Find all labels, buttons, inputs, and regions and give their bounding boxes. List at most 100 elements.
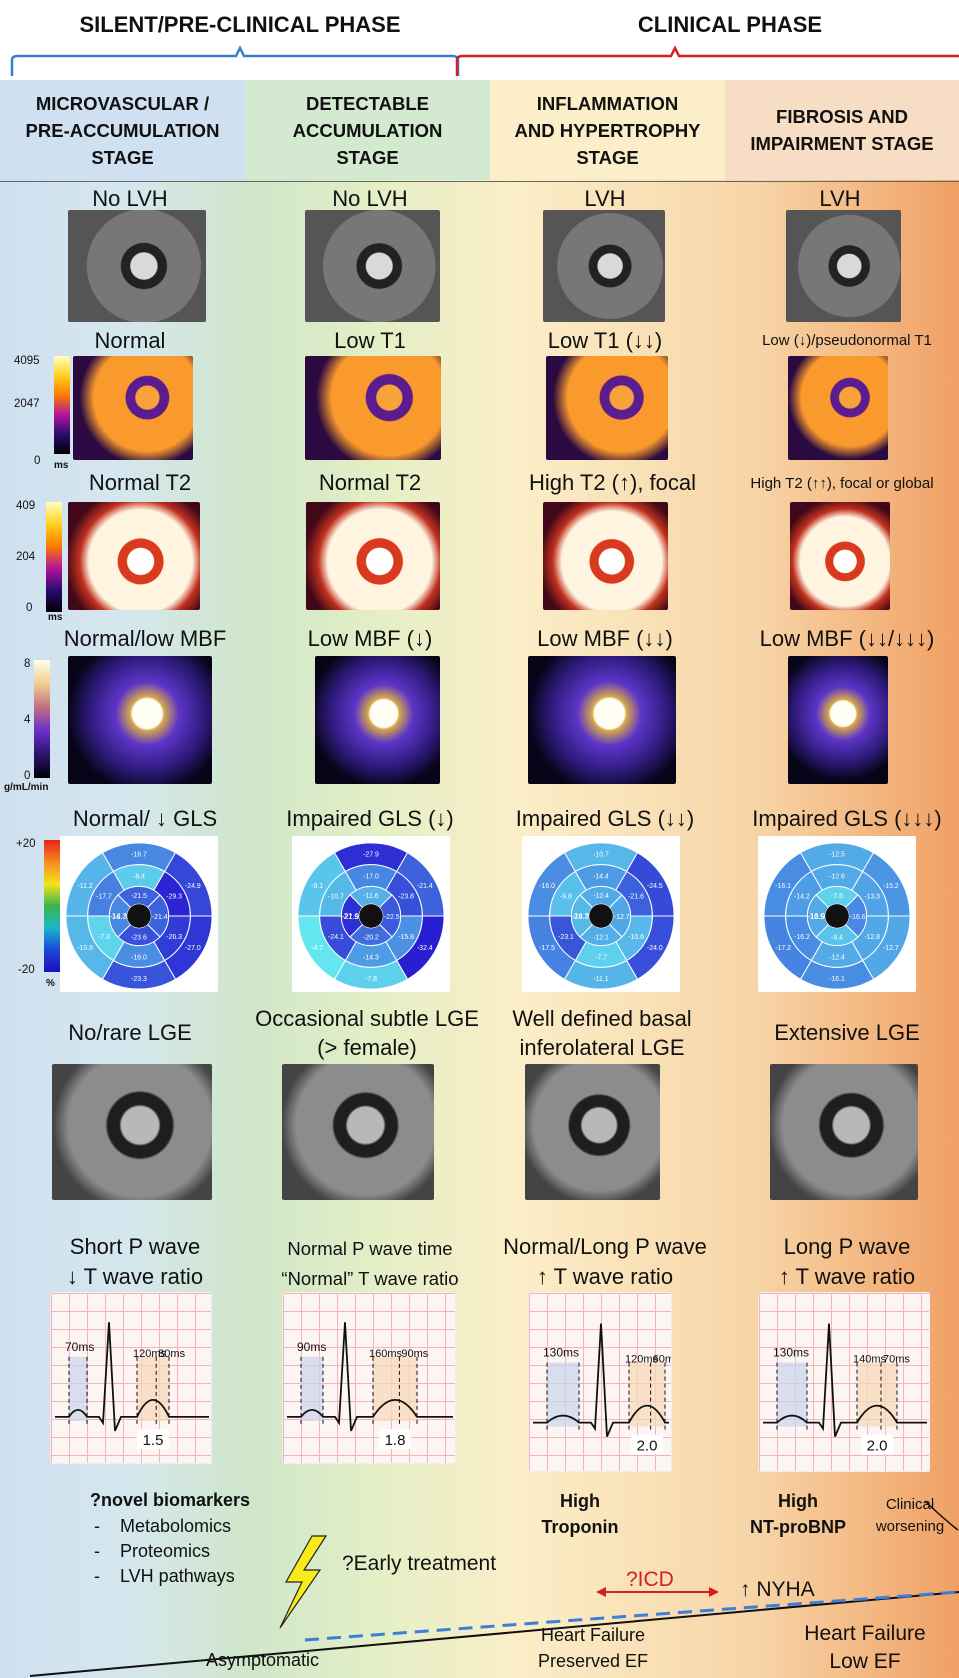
bullseye-segment-value: -27.9 bbox=[363, 852, 379, 859]
ecg-waveform bbox=[55, 1322, 209, 1432]
bullseye-segment-value: -23.8 bbox=[398, 894, 414, 901]
gls-bullseye-3: -10.7 -24.5 -24.0 -11.1 -17.5 -16.0 -14.4 -21.6… bbox=[522, 836, 680, 992]
lge-label-1: No/rare LGE bbox=[68, 1020, 192, 1045]
p-wave-shade bbox=[69, 1356, 87, 1421]
bullseye-segment-value: -17.0 bbox=[363, 873, 379, 880]
bullseye-segment-value: -23.6 bbox=[131, 935, 147, 942]
global-strain-value: -13.8% bbox=[875, 838, 913, 852]
bullseye-segment-value: -16.2 bbox=[794, 934, 810, 941]
bullseye-segment-value: -11.1 bbox=[593, 976, 608, 983]
bullseye-segment-value: -24.0 bbox=[647, 945, 663, 952]
bullseye-segment-value: -12.1 bbox=[593, 935, 609, 942]
lge-label-2: Occasional subtle LGE (> female) bbox=[255, 1006, 479, 1060]
bullseye-segment-value: -13.3 bbox=[864, 894, 880, 901]
t2-label-3: High T2 (↑), focal bbox=[528, 470, 697, 495]
biomarker-lvh-pathways: LVH pathways bbox=[120, 1566, 235, 1586]
icd-arrow-right bbox=[709, 1587, 719, 1597]
bullseye-segment-value: -21.4 bbox=[152, 914, 168, 921]
gls-label-2: Impaired GLS (↓) bbox=[286, 806, 454, 831]
ratio-box bbox=[379, 1428, 411, 1449]
bullseye-center-value: -14.3 bbox=[109, 912, 128, 921]
mbf-map-3 bbox=[528, 656, 676, 784]
bullseye-segment-value: -9.8 bbox=[560, 894, 572, 901]
bullseye-segment-value: -21.6 bbox=[628, 894, 644, 901]
icd-arrow-left bbox=[596, 1587, 606, 1597]
biomarker-metabolomics: Metabolomics bbox=[120, 1516, 232, 1536]
gls-label-4: Impaired GLS (↓↓↓) bbox=[752, 806, 942, 831]
t-wave-ratio: 2.0 bbox=[867, 1438, 888, 1455]
asymptomatic-label: Asymptomatic bbox=[206, 1650, 320, 1670]
hf-low-ef-label: Heart Failure Low EF bbox=[804, 1622, 926, 1673]
bullseye-segment-value: -27.9 bbox=[342, 914, 358, 921]
t-wave-duration-1: 140ms bbox=[853, 1354, 887, 1366]
bullseye-segment-value: -12.5 bbox=[829, 852, 845, 859]
bullseye-segment-value: -21.4 bbox=[417, 883, 433, 890]
bullseye-segment-value: -12.7 bbox=[614, 914, 630, 921]
bullseye-apex bbox=[825, 904, 849, 928]
bullseye-segment bbox=[570, 894, 594, 938]
bullseye-segment-value: -12.6 bbox=[829, 873, 845, 880]
bullseye-segment-value: -15.2 bbox=[883, 883, 899, 890]
bullseye-segment-value: -32.4 bbox=[417, 945, 433, 952]
cine-image-3 bbox=[543, 210, 665, 322]
t2-map-2 bbox=[306, 502, 440, 610]
t1-scale-unit: ms bbox=[54, 460, 69, 471]
bullseye-center-value: -21.9 bbox=[341, 912, 360, 921]
mbf-label-1: Normal/low MBF bbox=[63, 626, 227, 651]
ecg-waveform bbox=[533, 1323, 669, 1437]
cine-image-1 bbox=[68, 210, 206, 322]
bullseye-segment-value: -12.7 bbox=[883, 945, 899, 952]
mbf-label-4: Low MBF (↓↓/↓↓↓) bbox=[759, 626, 935, 651]
gls-bullseye-1: -16.7 -24.9 -27.0 -23.3 -10.8 -11.2 -8.4 -29.3 -… bbox=[60, 836, 218, 992]
global-strain-value: -18.1% bbox=[177, 838, 215, 852]
cine-image-4 bbox=[786, 210, 901, 322]
bullseye-segment-value: -20.2 bbox=[363, 935, 379, 942]
t2-scale-unit: ms bbox=[48, 612, 63, 623]
lightning-bolt-icon bbox=[279, 1535, 328, 1629]
bullseye-segment-value: -16.6 bbox=[850, 914, 866, 921]
bullseye-segment-value: -14.2 bbox=[794, 894, 810, 901]
gls-bullseye-2: -27.9 -21.4 -32.4 -7.8 -4.7 -9.1 -17.0 -23.8 -15… bbox=[292, 836, 450, 992]
mbf-scale-unit: g/mL/min bbox=[4, 782, 49, 793]
t2-scale-bot: 0 bbox=[26, 602, 33, 614]
p-wave-shade bbox=[301, 1356, 323, 1421]
bullseye-segment-value: -9.1 bbox=[311, 883, 323, 890]
t1-label-4: Low (↓)/pseudonormal T1 bbox=[762, 332, 932, 349]
bullseye-segment-value: -23.3 bbox=[131, 976, 147, 983]
bullseye-segment-value: -9.4 bbox=[831, 935, 843, 942]
bullseye-segment-value: -11.6 bbox=[363, 893, 378, 900]
t-wave-ratio: 1.8 bbox=[385, 1432, 406, 1449]
bullseye-segment-value: -16.1 bbox=[775, 883, 791, 890]
bullseye-segment-value: -16.1 bbox=[829, 976, 845, 983]
bullseye-segment bbox=[806, 894, 830, 938]
stage-header-2: DETECTABLE ACCUMULATION STAGE bbox=[245, 80, 490, 180]
bullseye-segment-value: -10.7 bbox=[593, 852, 609, 859]
p-wave-duration: 130ms bbox=[543, 1346, 579, 1360]
t1-label-2: Low T1 bbox=[334, 328, 406, 353]
ratio-box bbox=[861, 1434, 893, 1455]
bullseye-segment-value: -17.2 bbox=[775, 945, 791, 952]
t-wave-duration-2: 90ms bbox=[401, 1348, 428, 1360]
gls-scale-bot: -20 bbox=[18, 964, 35, 976]
t2-label-4: High T2 (↑↑), focal or global bbox=[750, 475, 934, 492]
bullseye-segment-value: -11.2 bbox=[78, 883, 93, 890]
t1-map-3 bbox=[546, 356, 668, 460]
bullseye-segment-value: -16.7 bbox=[131, 852, 147, 859]
bullseye-segment-value: -16.0 bbox=[539, 883, 555, 890]
mbf-scale-bot: 0 bbox=[24, 770, 31, 782]
high-troponin-label: High Troponin bbox=[541, 1491, 619, 1537]
ecg-label-3: Normal/Long P wave ↑ T wave ratio bbox=[503, 1234, 707, 1289]
lge-image-3 bbox=[525, 1064, 660, 1200]
t2-label-1: Normal T2 bbox=[88, 470, 192, 495]
lvh-label-4: LVH bbox=[819, 186, 861, 211]
bullseye-segment-value: -29.3 bbox=[166, 894, 182, 901]
bullseye-center-value: -16.9 bbox=[807, 912, 826, 921]
clinical-worsening-arrow bbox=[924, 1500, 959, 1531]
cine-image-2 bbox=[305, 210, 440, 322]
bullseye-segment-value: -12.5 bbox=[808, 914, 824, 921]
clinical-phase-brace bbox=[455, 45, 959, 76]
bullseye-segment-value: -22.5 bbox=[384, 914, 400, 921]
ecg-label-4: Long P wave ↑ T wave ratio bbox=[778, 1234, 916, 1289]
t2-scale-mid: 204 bbox=[16, 551, 36, 563]
t-wave-duration-1: 120ms bbox=[133, 1348, 167, 1360]
